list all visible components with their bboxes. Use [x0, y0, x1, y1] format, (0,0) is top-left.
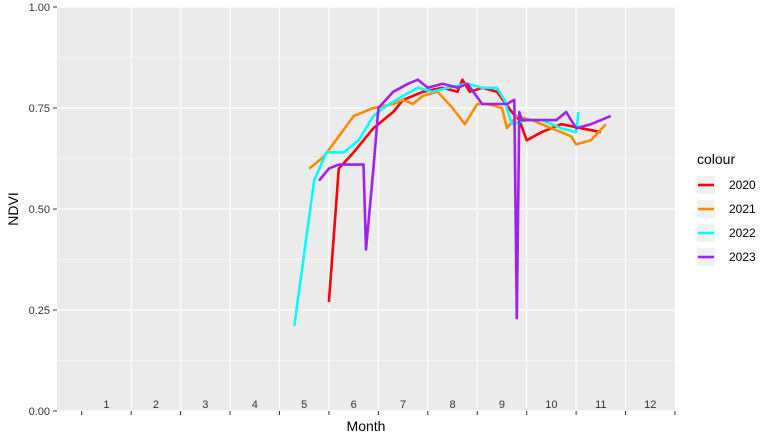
month-label: 7 — [400, 399, 406, 411]
x-axis — [81, 411, 676, 415]
x-axis-title: Month — [347, 418, 386, 434]
month-labels: 1 2 3 4 5 6 7 8 9 10 11 12 — [103, 399, 656, 411]
legend-title: colour — [697, 151, 735, 167]
month-label: 9 — [499, 399, 505, 411]
month-label: 11 — [595, 399, 606, 411]
month-label: 6 — [351, 399, 357, 411]
month-label: 5 — [301, 399, 307, 411]
minor-gridlines — [57, 57, 675, 361]
series-line-2023 — [317, 78, 612, 320]
y-tick-label: 0.75 — [29, 103, 50, 115]
major-gridlines — [57, 6, 675, 412]
series-lines — [293, 78, 612, 327]
y-tick-label: 0.00 — [29, 406, 50, 418]
series-line-2021 — [308, 90, 607, 170]
legend-label-2021: 2021 — [729, 202, 756, 216]
y-tick-label: 1.00 — [29, 2, 50, 14]
month-label: 2 — [153, 399, 159, 411]
y-tick-label: 0.50 — [29, 204, 50, 216]
legend-label-2022: 2022 — [729, 226, 756, 240]
y-axis: 0.00 0.25 0.50 0.75 1.00 — [29, 2, 57, 418]
month-label: 8 — [449, 399, 455, 411]
month-label: 10 — [545, 399, 557, 411]
legend-label-2023: 2023 — [729, 250, 756, 264]
month-label: 1 — [103, 399, 109, 411]
y-axis-title: NDVI — [5, 192, 21, 225]
legend: colour 2020 2021 2022 2023 — [697, 151, 756, 266]
month-label: 4 — [252, 399, 258, 411]
legend-items: 2020 2021 2022 2023 — [697, 176, 756, 266]
legend-label-2020: 2020 — [729, 178, 756, 192]
month-label: 3 — [202, 399, 208, 411]
y-tick-label: 0.25 — [29, 305, 50, 317]
month-label: 12 — [644, 399, 656, 411]
